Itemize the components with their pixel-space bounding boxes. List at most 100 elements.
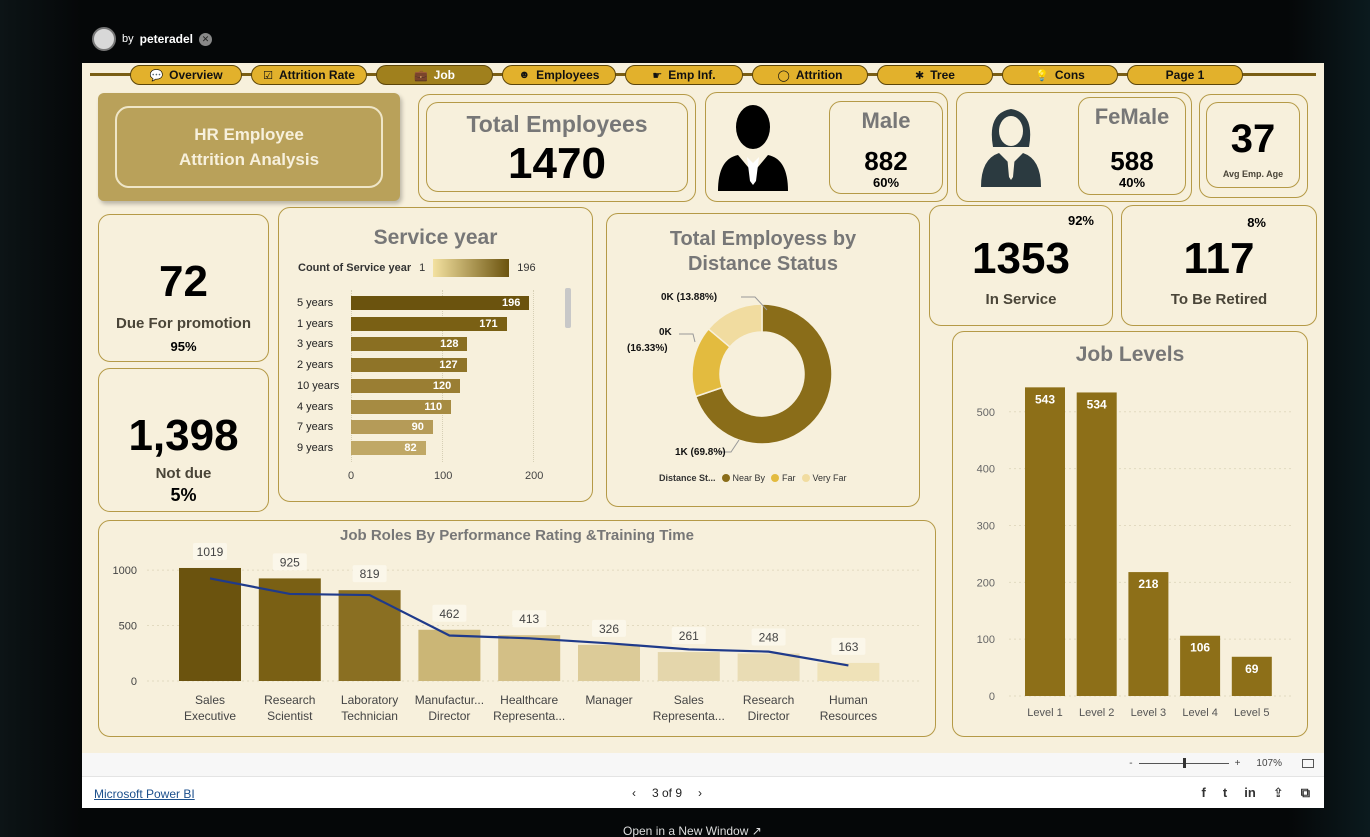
zoom-slider[interactable]: [1138, 758, 1229, 768]
job-role-value-box-3: [432, 604, 467, 622]
report-title: HR Employee Attrition Analysis: [115, 106, 383, 188]
service-category-3: 2 years: [297, 359, 334, 372]
distance-legend-item-1[interactable]: Far: [771, 473, 796, 483]
nav-tab-4[interactable]: ☛ Emp Inf.: [625, 65, 743, 85]
nav-tab-8[interactable]: Page 1: [1127, 65, 1243, 85]
female-value: 588: [1110, 146, 1154, 176]
label-near-by: 1K (69.8%): [675, 447, 726, 458]
zoom-control: - + 107%: [1129, 758, 1314, 769]
share-icon-2[interactable]: in: [1244, 785, 1256, 800]
nav-tab-3[interactable]: ☻ Employees: [502, 65, 616, 85]
nav-tab-2[interactable]: 💼 Job: [376, 65, 493, 85]
job-level-value-0: 543: [1035, 392, 1055, 406]
service-bar-4[interactable]: 120: [351, 378, 461, 393]
not-due-percent: 5%: [170, 485, 197, 505]
nav-tab-5[interactable]: ◯ Attrition: [752, 65, 868, 85]
nav-label-2: Job: [433, 68, 456, 82]
job-role-label-b-2: Technician: [341, 709, 398, 723]
share-icon-0[interactable]: f: [1201, 785, 1206, 800]
service-bar-0[interactable]: 196: [351, 296, 530, 310]
job-role-bar-7: [737, 653, 800, 681]
nav-tab-1[interactable]: ☑ Attrition Rate: [251, 65, 367, 85]
title-line-1: HR Employee: [194, 125, 304, 144]
job-level-label-3: Level 4: [1182, 707, 1217, 719]
service-row-0: 5 years 196: [297, 296, 530, 310]
job-levels-card: Job Levels 0 100 200 300 400 500 543 Level 1 534…: [952, 331, 1308, 737]
job-role-value-2: 819: [360, 567, 380, 581]
service-bar-7[interactable]: 82: [351, 440, 426, 455]
distance-title-line-2: Distance Status: [687, 253, 839, 275]
nav-tab-7[interactable]: 💡 Cons: [1002, 65, 1118, 85]
service-bar-2[interactable]: 128: [351, 337, 468, 352]
job-roles-ytick-2: 1000: [113, 565, 137, 577]
share-icon-1[interactable]: t: [1222, 785, 1228, 800]
distance-card: Total Employess by Distance Status 0K (1…: [606, 213, 920, 507]
report-title-box: HR Employee Attrition Analysis: [98, 93, 400, 201]
powerbi-link[interactable]: Microsoft Power BI: [94, 787, 195, 801]
service-axis-tick-0: 0: [347, 470, 355, 482]
service-bar-1[interactable]: 171: [351, 316, 507, 331]
nav-tab-0[interactable]: 💬 Overview: [130, 65, 242, 85]
job-role-label-b-3: Director: [428, 709, 470, 723]
nav-label-4: Emp Inf.: [668, 68, 716, 82]
job-role-bar-5: [578, 644, 640, 681]
service-legend-label: Count of Service year: [298, 262, 412, 274]
job-levels-ytick-3: 300: [977, 520, 995, 532]
zoom-slider-thumb[interactable]: [1182, 758, 1186, 768]
job-role-value-box-5: [592, 619, 626, 637]
service-bar-6[interactable]: 90: [351, 420, 433, 435]
service-year-scrollbar[interactable]: [565, 288, 571, 328]
job-levels-ytick-2: 200: [977, 577, 995, 589]
job-roles-title: Job Roles By Performance Rating &Trainin…: [340, 527, 694, 544]
prev-page-button[interactable]: ‹: [632, 786, 636, 800]
footer-zoom-strip: [82, 753, 1324, 777]
share-icon-3[interactable]: ⇪: [1272, 785, 1284, 800]
nav-label-6: Tree: [930, 68, 955, 82]
fit-to-page-icon[interactable]: [1302, 759, 1314, 768]
author-name[interactable]: peteradel: [139, 32, 193, 46]
job-role-value-0: 1019: [197, 545, 224, 559]
distance-legend-title: Distance St...: [659, 473, 716, 483]
job-role-value-4: 413: [519, 612, 539, 626]
nav-icon-4: ☛: [652, 69, 663, 82]
distance-legend-item-2[interactable]: Very Far: [801, 473, 847, 483]
nav-tab-6[interactable]: ✱ Tree: [877, 65, 993, 85]
retired-card: 8% 117 To Be Retired: [1121, 205, 1317, 326]
service-year-card: Service year Count of Service year 1 196…: [278, 207, 593, 502]
service-legend-max: 196: [517, 262, 536, 274]
promotion-card: 72 Due For promotion 95%: [98, 214, 269, 362]
service-grid-line-2: [533, 290, 534, 462]
job-role-value-7: 248: [759, 630, 779, 644]
in-service-percent: 92%: [1067, 213, 1094, 228]
job-role-label-a-3: Manufactur...: [415, 693, 484, 707]
service-category-4: 10 years: [297, 379, 340, 392]
job-role-label-a-0: Sales: [195, 693, 225, 707]
male-card: Male 882 60%: [705, 92, 948, 202]
donut-leader-lines: [679, 296, 768, 453]
service-category-6: 7 years: [297, 421, 334, 434]
not-due-card: 1,398 Not due 5%: [98, 368, 269, 512]
service-category-2: 3 years: [297, 338, 334, 351]
job-role-value-box-7: [751, 628, 786, 646]
service-category-5: 4 years: [297, 400, 334, 413]
avatar[interactable]: [92, 27, 116, 51]
job-roles-card: Job Roles By Performance Rating &Trainin…: [98, 520, 936, 737]
service-bar-3[interactable]: 127: [351, 358, 467, 373]
share-icon-4[interactable]: ⧉: [1300, 785, 1310, 800]
job-level-bar-0: [1025, 387, 1065, 696]
total-employees-card: Total Employees 1470: [418, 94, 696, 202]
verified-icon: ✕: [198, 32, 212, 46]
retired-label: To Be Retired: [1170, 291, 1268, 308]
next-page-button[interactable]: ›: [698, 786, 703, 800]
zoom-in-button[interactable]: +: [1234, 758, 1241, 769]
retired-percent: 8%: [1247, 215, 1266, 230]
open-new-window-link[interactable]: Open in a New Window ↗: [623, 824, 762, 837]
distance-legend-item-0[interactable]: Near By: [721, 473, 765, 483]
female-card: FeMale 588 40%: [956, 92, 1192, 202]
zoom-out-button[interactable]: -: [1129, 758, 1133, 769]
distance-donut[interactable]: [687, 299, 837, 449]
service-bar-5[interactable]: 110: [351, 399, 452, 414]
title-line-2: Attrition Analysis: [178, 150, 320, 169]
job-role-bar-4: [498, 635, 561, 681]
page-navigation: 💬 Overview ☑ Attrition Rate 💼 Job ☻ Employees ☛ E…: [130, 65, 1243, 85]
